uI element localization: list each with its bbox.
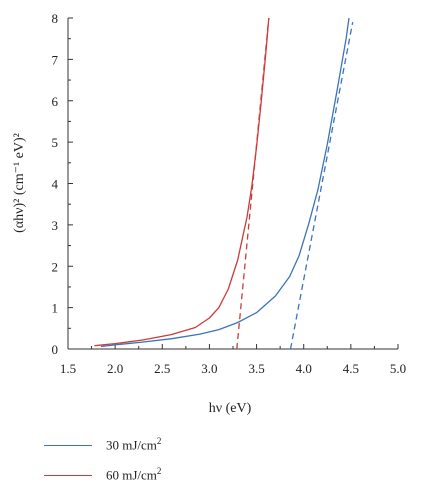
x-tick-label-2: 2.5 bbox=[154, 361, 170, 376]
legend-swatch-30 bbox=[44, 444, 92, 446]
x-tick-label-1: 2.0 bbox=[107, 361, 123, 376]
legend-swatch-60 bbox=[44, 474, 92, 476]
y-tick-label-0: 0 bbox=[52, 342, 59, 357]
y-tick-label-7: 7 bbox=[52, 52, 59, 67]
legend-item-60: 60 mJ/cm2 bbox=[44, 460, 161, 490]
y-axis-title: (αhν)² (cm⁻¹ eV)² bbox=[12, 133, 27, 233]
series-line-0 bbox=[100, 17, 350, 348]
x-tick-label-6: 4.5 bbox=[343, 361, 359, 376]
x-tick-label-5: 4.0 bbox=[296, 361, 312, 376]
series-line-1 bbox=[94, 17, 270, 347]
y-tick-label-8: 8 bbox=[52, 11, 59, 26]
x-tick-label-7: 5.0 bbox=[390, 361, 406, 376]
axes: 0 1 2 3 4 5 6 7 8 1.5 2.0 2.5 3.0 3.5 4.0 4.5 5.0 bbox=[52, 11, 407, 376]
x-tick-label-4: 3.5 bbox=[248, 361, 264, 376]
legend-label-60: 60 mJ/cm2 bbox=[106, 466, 162, 483]
y-tick-label-6: 6 bbox=[52, 94, 59, 109]
y-tick-label-2: 2 bbox=[52, 259, 59, 274]
y-tick-label-5: 5 bbox=[52, 135, 59, 150]
series-line-3 bbox=[236, 17, 270, 350]
y-tick-label-4: 4 bbox=[52, 177, 59, 192]
x-tick-label-3: 3.0 bbox=[201, 361, 217, 376]
series-layer bbox=[94, 17, 354, 350]
y-tick-label-3: 3 bbox=[52, 218, 59, 233]
legend-label-30: 30 mJ/cm2 bbox=[106, 436, 162, 453]
x-axis-title: hν (eV) bbox=[209, 401, 252, 416]
series-line-2 bbox=[289, 21, 354, 350]
legend-item-30: 30 mJ/cm2 bbox=[44, 430, 161, 460]
x-tick-label-0: 1.5 bbox=[60, 361, 76, 376]
y-tick-label-1: 1 bbox=[52, 301, 59, 316]
legend: 30 mJ/cm2 60 mJ/cm2 bbox=[44, 430, 161, 490]
